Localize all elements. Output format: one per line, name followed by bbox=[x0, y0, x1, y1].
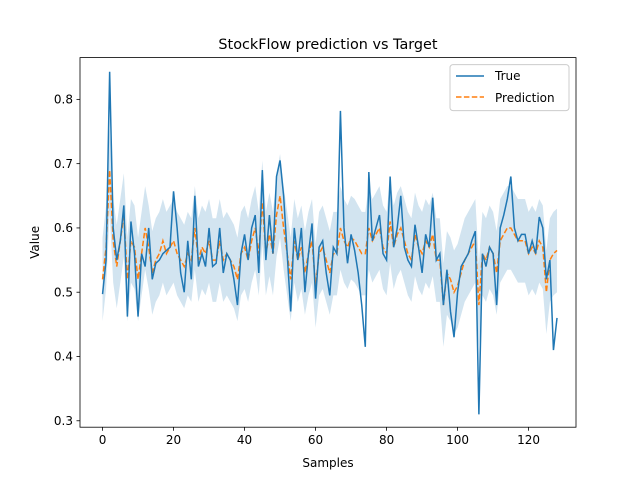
x-tick-label: 40 bbox=[237, 433, 252, 447]
legend: True Prediction bbox=[449, 64, 570, 112]
y-axis-label: Value bbox=[28, 226, 42, 259]
x-tick-label: 120 bbox=[517, 433, 540, 447]
y-tick-label: 0.6 bbox=[54, 221, 73, 235]
plot-area bbox=[101, 71, 558, 415]
x-tick-label: 20 bbox=[166, 433, 181, 447]
x-tick-label: 60 bbox=[308, 433, 323, 447]
y-tick-label: 0.3 bbox=[54, 414, 73, 428]
prediction-line bbox=[101, 170, 558, 306]
y-axis: 0.3 0.4 0.5 0.6 0.7 0.8 bbox=[54, 93, 80, 428]
x-axis: 0 20 40 60 80 100 120 bbox=[99, 427, 540, 447]
true-line bbox=[101, 71, 558, 415]
chart-title: StockFlow prediction vs Target bbox=[218, 37, 437, 53]
x-tick-label: 100 bbox=[446, 433, 469, 447]
uncertainty-band bbox=[102, 128, 558, 347]
y-tick-label: 0.5 bbox=[54, 285, 73, 299]
x-tick-label: 80 bbox=[379, 433, 394, 447]
x-axis-label: Samples bbox=[302, 456, 353, 470]
legend-prediction-label: Prediction bbox=[495, 91, 555, 105]
y-tick-label: 0.8 bbox=[54, 93, 73, 107]
y-tick-label: 0.7 bbox=[54, 157, 73, 171]
axes-frame bbox=[79, 57, 577, 428]
legend-true-label: True bbox=[494, 69, 521, 83]
y-tick-label: 0.4 bbox=[54, 350, 73, 364]
x-tick-label: 0 bbox=[99, 433, 107, 447]
